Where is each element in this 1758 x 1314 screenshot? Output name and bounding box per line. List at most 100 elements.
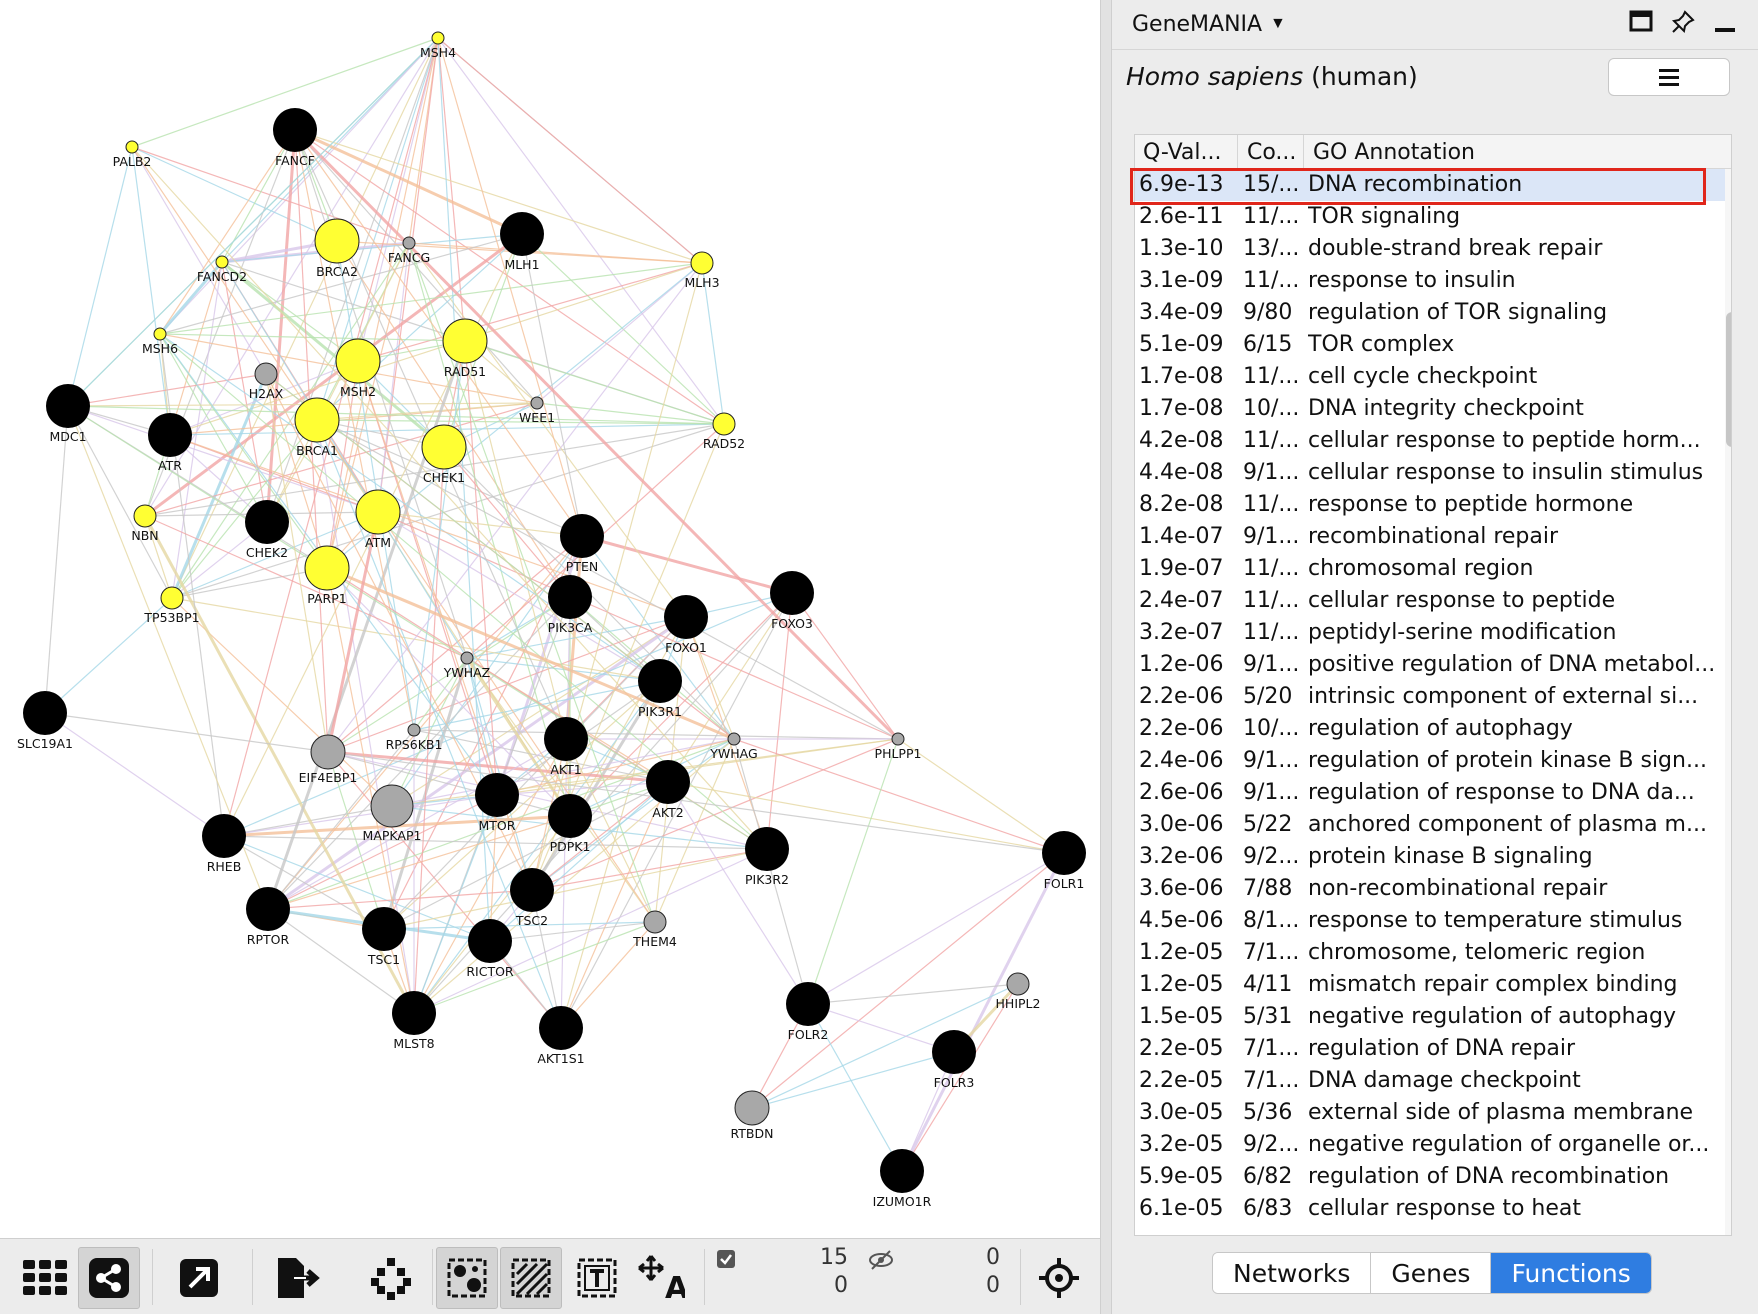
gene-node-pik3ca[interactable]: PIK3CA — [548, 575, 593, 635]
gene-node-mlh3[interactable]: MLH3 — [684, 251, 720, 290]
gene-node-parp1[interactable]: PARP1 — [304, 545, 350, 606]
table-row[interactable]: 3.2e-06 9/2... protein kinase B signaling — [1135, 841, 1725, 873]
table-scrollbar[interactable] — [1725, 169, 1731, 1235]
table-row[interactable]: 3.4e-09 9/80 regulation of TOR signaling — [1135, 297, 1725, 329]
open-external-icon[interactable] — [168, 1247, 230, 1309]
tab-genes[interactable]: Genes — [1371, 1253, 1492, 1293]
column-header-coverage[interactable]: Co... — [1247, 140, 1297, 165]
table-row[interactable]: 2.6e-11 11/... TOR signaling — [1135, 201, 1725, 233]
network-canvas[interactable]: MSH4 PALB2 FANCF FANCD2 BRCA2 FANCG MLH1 MLH3 MS… — [0, 0, 1100, 1238]
gene-node-rad51[interactable]: RAD51 — [442, 318, 488, 379]
table-row[interactable]: 6.1e-05 6/83 cellular response to heat — [1135, 1193, 1725, 1225]
table-row[interactable]: 1.3e-10 13/... double-strand break repair — [1135, 233, 1725, 265]
gene-node-palb2[interactable]: PALB2 — [113, 140, 152, 169]
share-network-icon[interactable] — [78, 1247, 140, 1309]
node-circle[interactable] — [638, 659, 682, 703]
node-circle[interactable] — [245, 500, 289, 544]
node-circle[interactable] — [468, 919, 512, 963]
node-circle[interactable] — [392, 991, 436, 1035]
node-circle[interactable] — [548, 575, 592, 619]
export-icon[interactable] — [268, 1247, 330, 1309]
node-circle[interactable] — [304, 545, 350, 591]
gene-node-slc19a1[interactable]: SLC19A1 — [17, 691, 73, 751]
tab-networks[interactable]: Networks — [1213, 1253, 1372, 1293]
table-row[interactable]: 1.2e-05 4/11 mismatch repair complex bindi… — [1135, 969, 1725, 1001]
table-row[interactable]: 3.1e-09 11/... response to insulin — [1135, 265, 1725, 297]
node-circle[interactable] — [646, 760, 690, 804]
fit-view-icon[interactable] — [1028, 1247, 1090, 1309]
node-circle[interactable] — [530, 396, 544, 410]
gene-node-izumo1r[interactable]: IZUMO1R — [873, 1149, 932, 1209]
node-circle[interactable] — [712, 412, 736, 436]
gene-node-chek2[interactable]: CHEK2 — [245, 500, 289, 560]
gene-node-brca1[interactable]: BRCA1 — [294, 397, 340, 458]
node-circle[interactable] — [46, 384, 90, 428]
gene-node-mdc1[interactable]: MDC1 — [46, 384, 90, 444]
node-circle[interactable] — [880, 1149, 924, 1193]
caret-down-icon[interactable]: ▼ — [1270, 15, 1286, 32]
grid-icon[interactable] — [14, 1247, 76, 1309]
node-circle[interactable] — [202, 814, 246, 858]
table-row[interactable]: 1.5e-05 5/31 negative regulation of autoph… — [1135, 1001, 1725, 1033]
table-row[interactable]: 1.7e-08 11/... cell cycle checkpoint — [1135, 361, 1725, 393]
gene-node-pik3r1[interactable]: PIK3R1 — [638, 659, 682, 719]
gene-node-nbn[interactable]: NBN — [131, 504, 159, 543]
gene-node-msh2[interactable]: MSH2 — [335, 338, 381, 399]
node-circle[interactable] — [932, 1030, 976, 1074]
gene-node-rictor[interactable]: RICTOR — [466, 919, 514, 979]
gene-node-ywhag[interactable]: YWHAG — [709, 732, 758, 761]
column-header-go-annotation[interactable]: GO Annotation — [1313, 140, 1476, 165]
table-row[interactable]: 2.2e-05 7/1... DNA damage checkpoint — [1135, 1065, 1725, 1097]
node-circle[interactable] — [362, 907, 406, 951]
table-row[interactable]: 5.9e-05 6/82 regulation of DNA recombinati… — [1135, 1161, 1725, 1193]
gene-node-mtor[interactable]: MTOR — [475, 773, 519, 833]
node-circle[interactable] — [335, 338, 381, 384]
table-row[interactable]: 4.5e-06 8/1... response to temperature sti… — [1135, 905, 1725, 937]
gene-node-fancd2[interactable]: FANCD2 — [197, 255, 247, 284]
gene-node-msh6[interactable]: MSH6 — [142, 327, 178, 356]
text-box-icon[interactable] — [566, 1247, 628, 1309]
table-row[interactable]: 2.4e-07 11/... cellular response to peptid… — [1135, 585, 1725, 617]
maximize-icon[interactable] — [1626, 10, 1656, 40]
table-row[interactable]: 4.4e-08 9/1... cellular response to insuli… — [1135, 457, 1725, 489]
table-row[interactable]: 8.2e-08 11/... response to peptide hormone — [1135, 489, 1725, 521]
network-nodes[interactable]: MSH4 PALB2 FANCF FANCD2 BRCA2 FANCG MLH1 MLH3 MS… — [17, 31, 1086, 1209]
node-circle[interactable] — [643, 910, 667, 934]
node-circle[interactable] — [539, 1006, 583, 1050]
node-circle[interactable] — [664, 595, 708, 639]
gene-node-pten[interactable]: PTEN — [560, 514, 604, 574]
gene-node-eif4ebp1[interactable]: EIF4EBP1 — [299, 734, 358, 785]
node-circle[interactable] — [370, 784, 414, 828]
pin-icon[interactable] — [1668, 10, 1698, 40]
gene-node-fancf[interactable]: FANCF — [273, 108, 317, 168]
node-circle[interactable] — [125, 140, 139, 154]
tab-functions[interactable]: Functions — [1491, 1253, 1651, 1293]
table-row[interactable]: 1.2e-06 9/1... positive regulation of DNA … — [1135, 649, 1725, 681]
node-circle[interactable] — [148, 413, 192, 457]
gene-node-akt1s1[interactable]: AKT1S1 — [537, 1006, 585, 1066]
node-circle[interactable] — [1042, 831, 1086, 875]
hamburger-menu-icon[interactable] — [1608, 58, 1730, 96]
node-circle[interactable] — [273, 108, 317, 152]
gene-node-rps6kb1[interactable]: RPS6KB1 — [386, 723, 443, 752]
table-row[interactable]: 5.1e-09 6/15 TOR complex — [1135, 329, 1725, 361]
table-row[interactable]: 3.0e-06 5/22 anchored component of plasma … — [1135, 809, 1725, 841]
node-circle[interactable] — [727, 732, 741, 746]
table-row[interactable]: 3.6e-06 7/88 non-recombinational repair — [1135, 873, 1725, 905]
node-circle[interactable] — [421, 424, 467, 470]
gene-node-pik3r2[interactable]: PIK3R2 — [745, 827, 789, 887]
table-row[interactable]: 2.4e-06 9/1... regulation of protein kinas… — [1135, 745, 1725, 777]
gene-node-phlpp1[interactable]: PHLPP1 — [875, 732, 922, 761]
node-circle[interactable] — [355, 489, 401, 535]
node-circle[interactable] — [442, 318, 488, 364]
gene-node-mlh1[interactable]: MLH1 — [500, 212, 544, 272]
node-circle[interactable] — [160, 586, 184, 610]
app-title[interactable]: GeneMANIA — [1132, 12, 1263, 37]
gene-node-folr1[interactable]: FOLR1 — [1042, 831, 1086, 891]
node-circle[interactable] — [500, 212, 544, 256]
node-circle[interactable] — [294, 397, 340, 443]
gene-node-rptor[interactable]: RPTOR — [246, 887, 290, 947]
node-circle[interactable] — [402, 236, 416, 250]
table-row[interactable]: 3.2e-07 11/... peptidyl-serine modificatio… — [1135, 617, 1725, 649]
select-edges-icon[interactable] — [500, 1247, 562, 1309]
